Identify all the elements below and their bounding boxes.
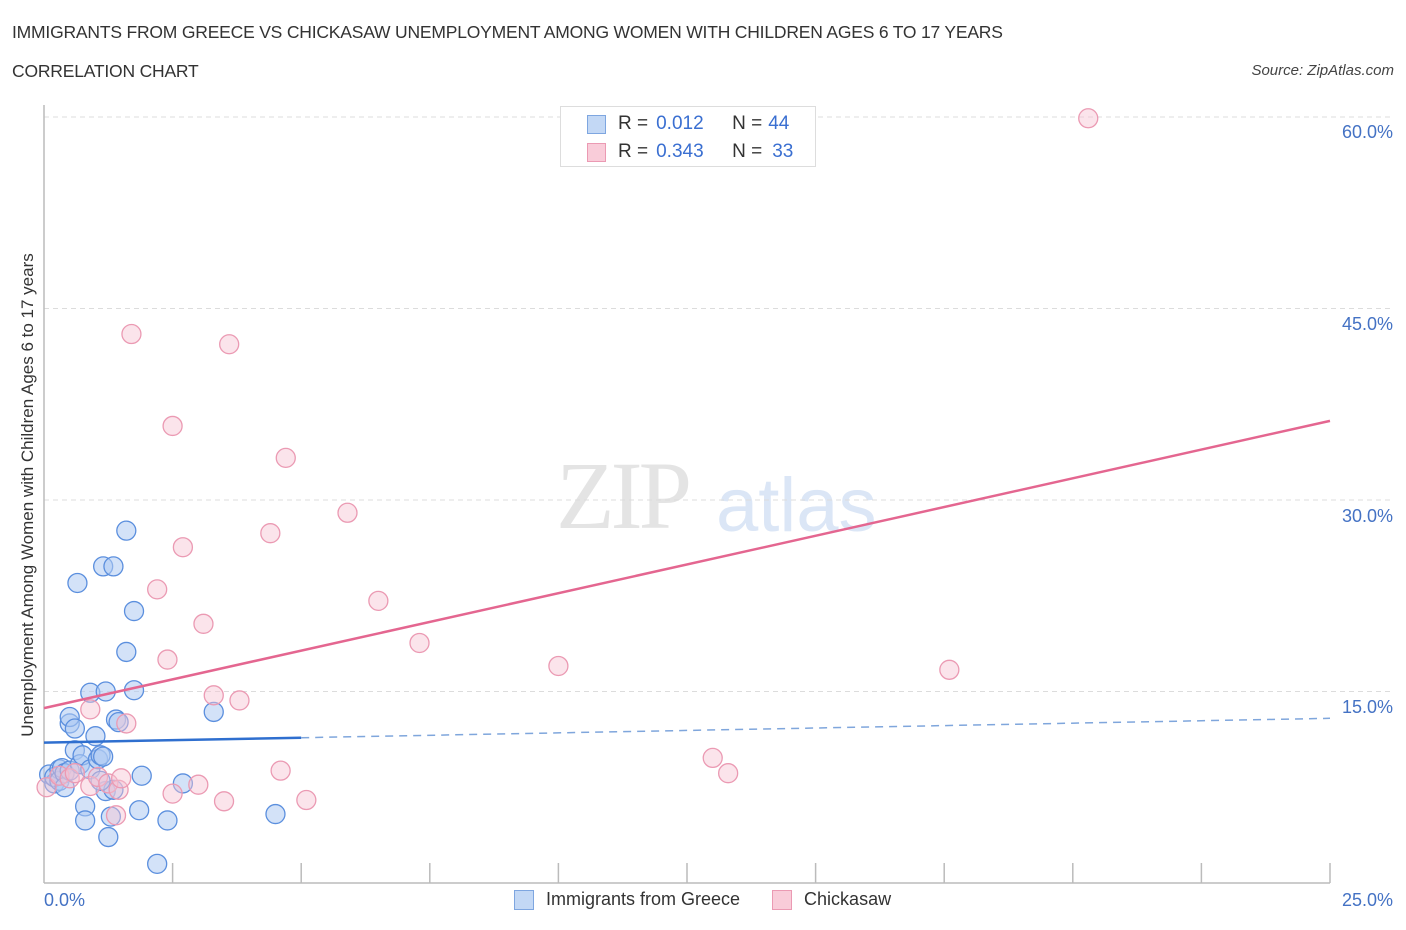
y-tick-45: 45.0% — [1341, 314, 1393, 334]
chickasaw-swatch-icon — [587, 142, 606, 162]
y-axis-label: Unemployment Among Women with Children A… — [18, 253, 37, 737]
r-label: R = — [618, 141, 649, 162]
axes — [43, 105, 1331, 884]
x-tick-25: 25.0% — [1341, 890, 1393, 910]
chickasaw-swatch-icon — [772, 889, 793, 910]
legend-row-chickasaw: R = 0.343 N = 33 — [587, 140, 793, 164]
chart-title: IMMIGRANTS FROM GREECE VS CHICKASAW UNEM… — [12, 22, 1003, 42]
trend-lines — [43, 419, 1331, 744]
gridlines — [44, 116, 1392, 692]
greece-swatch-icon — [587, 114, 606, 134]
r-value: 0.012 — [656, 113, 704, 134]
correlation-legend: R = 0.012 N = 44 R = 0.343 N = 33 — [560, 106, 816, 167]
greece-swatch-icon — [514, 889, 534, 910]
legend-item-chickasaw[interactable]: Chickasaw — [772, 889, 891, 910]
watermark-zip: ZIP — [556, 442, 692, 549]
y-tick-15: 15.0% — [1341, 697, 1393, 717]
n-label: N = — [732, 141, 763, 162]
n-label: N = — [732, 113, 763, 134]
source-credit: Source: ZipAtlas.com — [1251, 62, 1394, 79]
r-label: R = — [618, 113, 649, 134]
legend-label-greece: Immigrants from Greece — [546, 889, 741, 909]
watermark-atlas: atlas — [716, 463, 877, 548]
x-tick-0: 0.0% — [44, 890, 86, 910]
greece-points — [38, 520, 286, 874]
y-tick-30: 30.0% — [1341, 506, 1393, 526]
series-legend: Immigrants from Greece Chickasaw — [514, 889, 923, 910]
n-value: 44 — [768, 113, 790, 134]
legend-label-chickasaw: Chickasaw — [804, 889, 892, 909]
n-value: 33 — [772, 141, 794, 162]
r-value: 0.343 — [656, 141, 704, 162]
chart-subtitle: CORRELATION CHART — [12, 61, 199, 81]
chickasaw-points — [36, 108, 1099, 826]
y-tick-60: 60.0% — [1341, 122, 1393, 142]
legend-item-greece[interactable]: Immigrants from Greece — [514, 889, 740, 910]
legend-row-greece: R = 0.012 N = 44 — [587, 112, 789, 136]
